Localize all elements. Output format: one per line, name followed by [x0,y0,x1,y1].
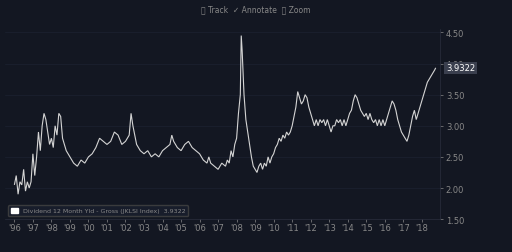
Text: ⭖ Track  ✓ Annotate  🔍 Zoom: ⭖ Track ✓ Annotate 🔍 Zoom [201,5,311,14]
Legend: Dividend 12 Month Yld - Gross (JKLSI Index)  3.9322: Dividend 12 Month Yld - Gross (JKLSI Ind… [8,206,188,216]
Text: 3.9322: 3.9322 [446,64,475,73]
